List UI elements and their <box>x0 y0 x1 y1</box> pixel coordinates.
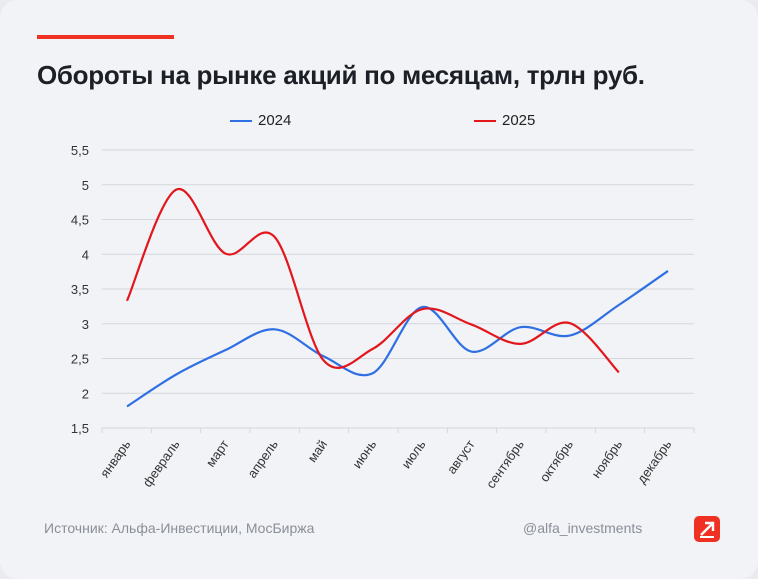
legend-swatch <box>230 119 252 122</box>
chart-title: Обороты на рынке акций по месяцам, трлн … <box>37 60 645 90</box>
y-tick-label: 4 <box>82 247 89 262</box>
accent-bar <box>37 35 174 39</box>
x-tick-label: октябрь <box>537 437 577 485</box>
x-tick-label: сентябрь <box>483 437 527 491</box>
legend-swatch <box>474 119 496 122</box>
y-tick-label: 3,5 <box>71 282 89 297</box>
source-note: Источник: Альфа-Инвестиции, МосБиржа <box>44 520 315 536</box>
x-tick-label: июнь <box>349 437 379 471</box>
y-tick-label: 1,5 <box>71 421 89 436</box>
x-tick-label: декабрь <box>634 437 675 486</box>
x-tick-label: январь <box>97 437 134 480</box>
y-tick-label: 2,5 <box>71 352 89 367</box>
x-tick-label: март <box>203 437 232 469</box>
x-tick-label: август <box>444 437 478 477</box>
y-tick-label: 4,5 <box>71 213 89 228</box>
legend-label: 2025 <box>502 112 536 129</box>
handle: @alfa_investments <box>523 520 643 536</box>
y-tick-label: 2 <box>82 386 89 401</box>
x-tick-label: февраль <box>140 437 183 490</box>
series-line-2024 <box>126 270 669 408</box>
x-tick-label: ноябрь <box>588 437 625 481</box>
series-line-2025 <box>125 188 620 374</box>
x-tick-label: июль <box>398 437 428 471</box>
y-tick-label: 5,5 <box>71 143 89 158</box>
y-tick-label: 5 <box>82 178 89 193</box>
legend-item-2025: 2025 <box>474 112 535 129</box>
alfa-logo <box>694 516 720 542</box>
x-tick-label: апрель <box>244 437 281 481</box>
legend-label: 2024 <box>258 112 292 129</box>
legend-item-2024: 2024 <box>230 112 291 129</box>
y-tick-label: 3 <box>82 317 89 332</box>
arrow-icon <box>700 521 715 538</box>
x-tick-label: май <box>304 437 330 465</box>
